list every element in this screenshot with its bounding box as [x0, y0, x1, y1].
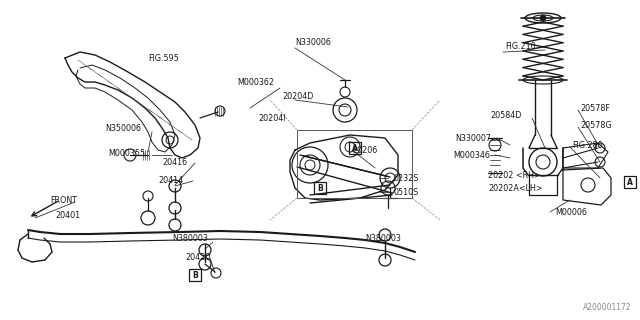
Text: 20401: 20401: [55, 211, 80, 220]
Text: 20414: 20414: [158, 175, 183, 185]
Text: 20416: 20416: [162, 157, 187, 166]
Text: 20204D: 20204D: [282, 92, 314, 100]
Text: N330006: N330006: [295, 37, 331, 46]
Text: FIG.280: FIG.280: [572, 140, 603, 149]
Text: B: B: [192, 270, 198, 279]
Text: 0510S: 0510S: [393, 188, 419, 196]
Text: N330007: N330007: [455, 133, 491, 142]
Text: 20578F: 20578F: [580, 103, 610, 113]
Text: 20202A<LH>: 20202A<LH>: [488, 183, 543, 193]
Text: N350006: N350006: [105, 124, 141, 132]
Bar: [297, 130, 412, 198]
Text: FIG.595: FIG.595: [148, 53, 179, 62]
Bar: [349, 142, 361, 154]
Text: N380003: N380003: [172, 234, 208, 243]
Text: A: A: [352, 143, 358, 153]
Bar: [189, 269, 201, 281]
Text: 0232S: 0232S: [393, 173, 419, 182]
Text: M00006: M00006: [555, 207, 587, 217]
Text: 20584D: 20584D: [490, 110, 522, 119]
Text: M000355: M000355: [108, 148, 145, 157]
Bar: [624, 176, 636, 188]
Text: 20204I: 20204I: [258, 114, 285, 123]
Text: N380003: N380003: [365, 234, 401, 243]
Bar: [314, 182, 326, 194]
Text: FIG.210: FIG.210: [505, 42, 536, 51]
Text: A200001172: A200001172: [584, 303, 632, 312]
Text: 20578G: 20578G: [580, 121, 612, 130]
Text: A: A: [627, 178, 633, 187]
Text: B: B: [317, 183, 323, 193]
Text: M000362: M000362: [237, 77, 274, 86]
Text: 20202 <RH>: 20202 <RH>: [488, 171, 541, 180]
Text: M000346: M000346: [453, 150, 490, 159]
Circle shape: [540, 15, 546, 21]
Text: 20206: 20206: [352, 146, 377, 155]
Text: FRONT: FRONT: [50, 196, 77, 204]
Text: 20420: 20420: [185, 253, 211, 262]
